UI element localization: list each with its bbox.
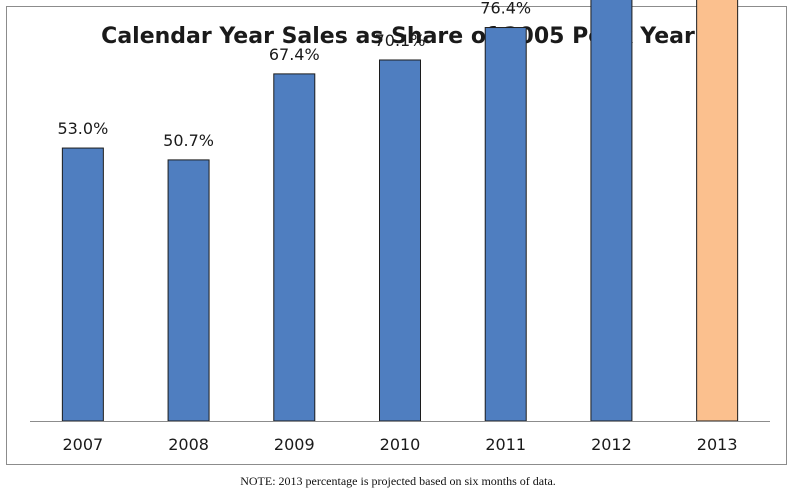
data-label-2010: 70.1% xyxy=(375,31,426,50)
x-tick-label-2013: 2013 xyxy=(697,435,738,454)
data-label-2008: 50.7% xyxy=(163,131,214,150)
data-label-2009: 67.4% xyxy=(269,45,320,64)
bar-2008 xyxy=(167,159,210,422)
data-label-2011: 76.4% xyxy=(480,0,531,18)
x-tick-label-2010: 2010 xyxy=(380,435,421,454)
x-tick-label-2012: 2012 xyxy=(591,435,632,454)
data-label-2007: 53.0% xyxy=(57,119,108,138)
footnote: NOTE: 2013 percentage is projected based… xyxy=(240,474,556,488)
bar-2007 xyxy=(61,147,104,422)
x-tick-label-2009: 2009 xyxy=(274,435,315,454)
bar-2013 xyxy=(696,0,739,422)
data-labels-layer: 53.0%50.7%67.4%70.1%76.4%84.9%87.8% xyxy=(57,0,531,150)
x-tick-labels-layer: 2007 2008 2009 2010 2011 2012 2013 xyxy=(62,435,737,454)
bar-2009 xyxy=(273,73,316,422)
x-tick-label-2007: 2007 xyxy=(62,435,103,454)
bar-2012 xyxy=(590,0,633,422)
x-tick-label-2008: 2008 xyxy=(168,435,209,454)
bar-2010 xyxy=(379,59,421,422)
bar-2011 xyxy=(484,27,527,422)
bars-layer xyxy=(61,0,739,422)
x-tick-label-2011: 2011 xyxy=(485,435,526,454)
